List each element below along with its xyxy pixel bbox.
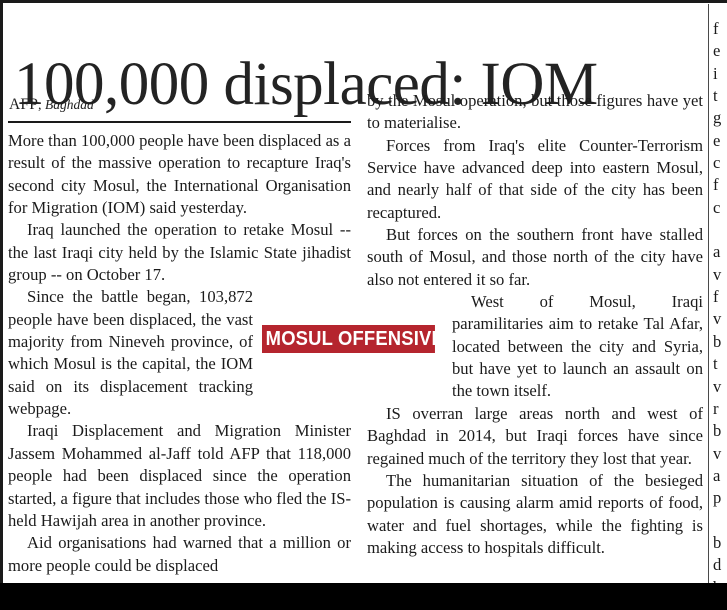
clipped-line: f [713, 175, 719, 195]
byline: AFP, Baghdad [9, 96, 349, 114]
byline-rule [8, 121, 351, 123]
clipped-line: f [713, 19, 719, 38]
paragraph: Aid organisations had warned that a mill… [8, 533, 351, 575]
paragraph: Forces from Iraq's elite Counter-Terrori… [367, 135, 703, 222]
top-rule [0, 0, 727, 3]
clipped-line: t [713, 354, 718, 374]
byline-place: Baghdad [45, 97, 94, 112]
paragraph-text: Since the battle began, 103,872 people h… [8, 287, 253, 419]
clipped-line: t [713, 86, 718, 106]
column-divider-rule [708, 4, 709, 583]
paragraph: by the Mosul operation, but those figure… [367, 91, 703, 133]
paragraph: IS overran large areas north and west of… [367, 403, 703, 468]
clipped-line: a [713, 242, 721, 262]
clipped-line: p [713, 488, 722, 508]
clipped-line: g [713, 108, 722, 128]
left-edge-rule [0, 0, 3, 583]
paragraph: Iraq launched the operation to retake Mo… [8, 220, 351, 285]
page-title: 100,000 displaced: IOM [14, 50, 598, 118]
paragraph: The humanitarian situation of the besieg… [367, 470, 703, 557]
clipped-line: b [713, 421, 722, 441]
clipped-line: v [713, 264, 722, 284]
paragraph-text: West of Mosul, Iraqi paramilitaries aim … [452, 292, 703, 401]
byline-separator: , [38, 98, 42, 113]
clipped-line: r [713, 398, 719, 418]
clipped-line: a [713, 465, 721, 485]
paragraph: But forces on the southern front have st… [367, 225, 703, 289]
paragraph: Iraqi Displacement and Migration Ministe… [8, 421, 351, 530]
bottom-band [0, 583, 727, 610]
article-column-right: by the Mosul operation, but those figure… [367, 90, 703, 559]
clipped-line: e [713, 41, 721, 61]
paragraph: Since the battle began, 103,872 people h… [8, 286, 351, 420]
byline-agency: AFP [9, 96, 39, 113]
clipped-line: f [713, 287, 719, 307]
article-column-clipped: feitgecfcavfvbtvrbvapbdbcc [713, 18, 727, 610]
clipped-line: v [713, 376, 722, 396]
clipped-line: c [713, 197, 721, 217]
status-badge: MOSUL OFFENSIVE [262, 325, 444, 353]
clipped-line: v [713, 309, 722, 329]
clipped-line: d [713, 555, 722, 575]
article-column-left: More than 100,000 people have been displ… [8, 130, 351, 577]
clipped-line [713, 219, 727, 241]
clipped-line [713, 510, 727, 532]
clipped-line: b [713, 331, 722, 351]
clipped-line: i [713, 63, 718, 83]
clipped-line: e [713, 130, 721, 150]
paragraph: West of Mosul, Iraqi paramilitaries aim … [367, 291, 703, 403]
clipped-line: b [713, 532, 722, 552]
clipped-line: v [713, 443, 722, 463]
paragraph: More than 100,000 people have been displ… [8, 131, 351, 218]
clipped-line: c [713, 153, 721, 173]
